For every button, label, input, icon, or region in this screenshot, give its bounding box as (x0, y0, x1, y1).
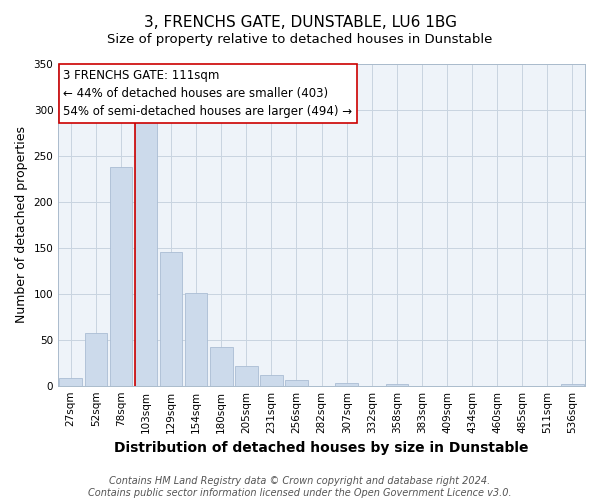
Bar (110, 167, 132, 386)
Bar (134, 118, 157, 386)
Bar (335, 383, 358, 386)
Bar (386, 384, 408, 386)
Bar (85, 334, 107, 386)
Text: Contains HM Land Registry data © Crown copyright and database right 2024.
Contai: Contains HM Land Registry data © Crown c… (88, 476, 512, 498)
Text: Size of property relative to detached houses in Dunstable: Size of property relative to detached ho… (107, 32, 493, 46)
Bar (285, 380, 308, 386)
Text: 3 FRENCHS GATE: 111sqm
← 44% of detached houses are smaller (403)
54% of semi-de: 3 FRENCHS GATE: 111sqm ← 44% of detached… (64, 69, 353, 118)
Bar (561, 384, 584, 386)
Bar (210, 347, 233, 386)
Y-axis label: Number of detached properties: Number of detached properties (15, 126, 28, 324)
Bar (160, 252, 182, 386)
Bar (185, 293, 208, 386)
Text: 3, FRENCHS GATE, DUNSTABLE, LU6 1BG: 3, FRENCHS GATE, DUNSTABLE, LU6 1BG (143, 15, 457, 30)
Bar (59, 378, 82, 386)
Bar (235, 366, 257, 386)
Bar (260, 374, 283, 386)
X-axis label: Distribution of detached houses by size in Dunstable: Distribution of detached houses by size … (115, 441, 529, 455)
